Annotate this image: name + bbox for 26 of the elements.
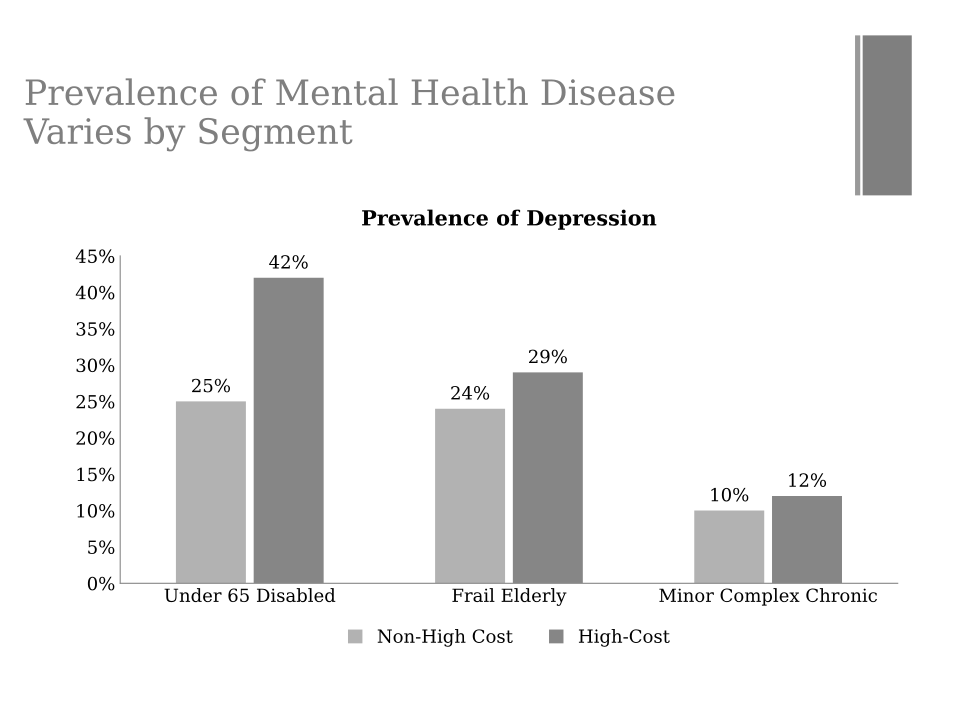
chart-title: Prevalence of Mental Health Disease Varies by Segment	[24, 78, 674, 152]
bar	[435, 408, 506, 584]
y-tick-label: 10%	[77, 504, 114, 518]
chart-subtitle: Prevalence of Depression	[362, 210, 656, 230]
text: 42%	[269, 255, 308, 269]
y-tick-label: 45%	[76, 249, 114, 264]
text: 29%	[528, 350, 567, 364]
x-tick-label: Frail Elderly	[452, 588, 566, 606]
y-tick-label: 15%	[77, 468, 114, 482]
y-tick-label: 25%	[76, 394, 114, 409]
text: 12%	[789, 473, 826, 487]
text: 24%	[451, 386, 490, 400]
y-tick-label: 40%	[76, 286, 114, 300]
y-tick-label: 0%	[88, 576, 114, 590]
x-tick-label: Under 65 Disabled	[164, 588, 336, 602]
x-tick-label: Minor Complex Chronic	[659, 588, 877, 606]
y-tick-label: 5%	[88, 540, 114, 554]
legend-label: High-Cost	[578, 629, 670, 647]
text: 25%	[192, 378, 230, 392]
y-tick-label: 20%	[76, 431, 114, 445]
legend-label: Non-High Cost	[378, 629, 513, 647]
bar	[176, 401, 246, 584]
y-tick-label: 35%	[76, 322, 114, 336]
text: 10%	[711, 488, 748, 502]
y-tick-label: 30%	[76, 358, 114, 372]
bar	[694, 510, 764, 584]
